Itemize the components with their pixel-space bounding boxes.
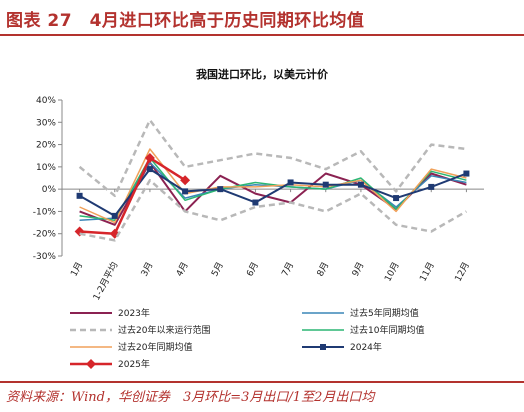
y-tick-label: 40%: [36, 96, 56, 106]
figure-title: 图表 27 4月进口环比高于历史同期环比均值: [6, 11, 365, 31]
data-point: [393, 195, 400, 202]
series-line: [79, 178, 468, 242]
legend-marker: [320, 344, 326, 350]
data-point: [146, 166, 153, 173]
source-note: 资料来源：Wind，华创证券 3月环比=3月出口/1至2月出口均: [6, 390, 375, 405]
data-point: [180, 175, 191, 186]
series-line: [78, 118, 467, 198]
y-tick-label: -20%: [33, 230, 57, 240]
legend-label: 2023年: [118, 307, 150, 319]
data-point: [252, 199, 259, 206]
data-point: [428, 183, 435, 190]
x-tick-label: 6月: [244, 260, 261, 278]
x-tick-label: 9月: [350, 260, 367, 278]
y-tick-label: -10%: [33, 207, 57, 217]
legend-marker: [86, 359, 96, 369]
data-point: [76, 192, 83, 199]
x-tick-label: 10月: [382, 260, 401, 283]
chart-series: [74, 118, 470, 242]
report-header: 图表 27 4月进口环比高于历史同期环比均值: [0, 0, 524, 36]
x-tick-label: 11月: [418, 260, 437, 283]
x-tick-label: 5月: [209, 260, 226, 278]
data-point: [217, 186, 224, 193]
footer-divider: [0, 381, 524, 383]
import-mom-line-chart: 我国进口环比，以美元计价 -30% -20% -10% 0% 10% 20% 30% 40% 1…: [33, 67, 484, 370]
header-divider: [0, 34, 524, 36]
data-point: [322, 181, 329, 188]
series-line: [79, 148, 467, 224]
data-point: [463, 170, 470, 177]
y-tick-label: -30%: [33, 252, 57, 262]
data-point: [144, 152, 155, 163]
series-line: [79, 168, 467, 217]
x-tick-label: 7月: [280, 260, 297, 278]
series-line: [79, 156, 186, 235]
legend-label: 过去20年同期均值: [118, 341, 192, 353]
x-tick-label: 1月: [69, 260, 86, 278]
y-tick-label: 30%: [36, 118, 56, 128]
x-tick-label: 1-2月平均: [90, 260, 120, 302]
legend-label: 过去20年以来运行范围: [118, 324, 210, 336]
legend-label: 2024年: [350, 341, 382, 353]
y-tick-label: 10%: [36, 163, 56, 173]
x-tick-label: 4月: [174, 260, 191, 278]
x-tick-label: 8月: [315, 260, 332, 278]
y-tick-label: 0%: [42, 185, 57, 195]
legend-label: 过去5年同期均值: [350, 307, 419, 319]
legend-label: 2025年: [118, 358, 150, 370]
data-point: [111, 212, 118, 219]
data-point: [182, 188, 189, 195]
x-tick-label: 12月: [453, 260, 472, 283]
x-tick-label: 3月: [139, 260, 156, 278]
legend-label: 过去10年同期均值: [350, 324, 424, 336]
chart-axes: -30% -20% -10% 0% 10% 20% 30% 40% 1月 1-2月平均 3月 4月 5月…: [33, 96, 484, 302]
data-point: [287, 179, 294, 186]
y-tick-label: 20%: [36, 141, 56, 151]
chart-title: 我国进口环比，以美元计价: [196, 67, 329, 81]
data-point: [357, 181, 364, 188]
